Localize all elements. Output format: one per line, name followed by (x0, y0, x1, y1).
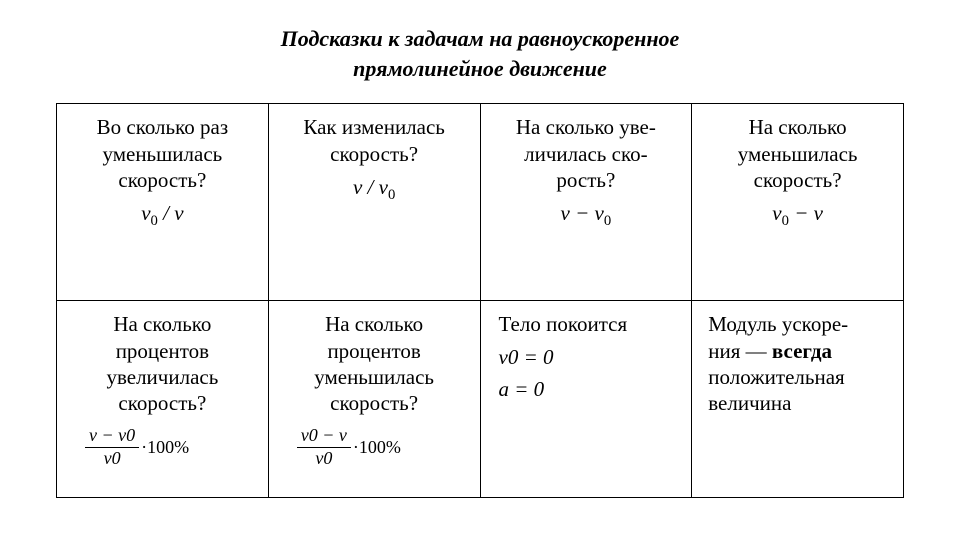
cell-text: Во сколько раз уменьшилась скорость? (67, 114, 258, 193)
formula: v0 / v (67, 201, 258, 230)
text-line: скорость? (330, 391, 418, 415)
cell-r2c3: Тело покоится v0 = 0 a = 0 (480, 301, 692, 498)
fraction-numerator: v − v0 (85, 426, 139, 448)
text-line: ния — всегда (708, 339, 832, 363)
formula: v − v0 (491, 201, 682, 230)
cell-text: На сколько процентов уменьшилась скорост… (279, 311, 470, 416)
formula: v0 − v v0 ·100% (279, 426, 470, 469)
text-line: процентов (327, 339, 420, 363)
text-line: личилась ско- (524, 142, 647, 166)
text-line: Модуль ускоре- (708, 312, 848, 336)
text-line: рость? (556, 168, 615, 192)
table-row: Во сколько раз уменьшилась скорость? v0 … (57, 104, 904, 301)
fraction-numerator: v0 − v (297, 426, 351, 448)
cell-text: Модуль ускоре- ния — всегда положительна… (702, 311, 893, 416)
text-line: уменьшилась (314, 365, 434, 389)
text-line: увеличилась (106, 365, 218, 389)
text-line: процентов (116, 339, 209, 363)
cell-text: На сколько процентов увеличилась скорост… (67, 311, 258, 416)
cell-r2c4: Модуль ускоре- ния — всегда положительна… (692, 301, 904, 498)
page-title: Подсказки к задачам на равноускоренное п… (56, 24, 904, 83)
fraction: v − v0 v0 (85, 426, 139, 469)
cell-text: Тело покоится v0 = 0 a = 0 (491, 311, 682, 402)
text-line: На сколько (325, 312, 423, 336)
cell-r1c3: На сколько уве- личилась ско- рость? v −… (480, 104, 692, 301)
text-line: скорость? (118, 391, 206, 415)
formula: a = 0 (499, 376, 682, 402)
formula: v0 = 0 (499, 344, 682, 370)
text-line: скорость? (330, 142, 418, 166)
text-line: уменьшилась (102, 142, 222, 166)
cell-r1c2: Как изменилась скорость? v / v0 (268, 104, 480, 301)
formula: v0 − v (702, 201, 893, 230)
formula: v − v0 v0 ·100% (67, 426, 258, 469)
fraction-denominator: v0 (297, 448, 351, 469)
table-row: На сколько процентов увеличилась скорост… (57, 301, 904, 498)
text-line: Во сколько раз (97, 115, 229, 139)
title-line-2: прямолинейное движение (353, 56, 607, 81)
text-line: На сколько (113, 312, 211, 336)
text-line: скорость? (118, 168, 206, 192)
text-line: На сколько уве- (516, 115, 656, 139)
text-line: величина (708, 391, 791, 415)
cell-r2c2: На сколько процентов уменьшилась скорост… (268, 301, 480, 498)
text-line: уменьшилась (738, 142, 858, 166)
page: Подсказки к задачам на равноускоренное п… (0, 0, 960, 498)
formula: v / v0 (279, 175, 470, 204)
formula-tail: ·100% (141, 437, 189, 457)
formula-tail: ·100% (353, 437, 401, 457)
cell-text: На сколько уве- личилась ско- рость? (491, 114, 682, 193)
cell-text: Как изменилась скорость? (279, 114, 470, 167)
fraction-denominator: v0 (85, 448, 139, 469)
text-line: положительная (708, 365, 844, 389)
text-line: Как изменилась (303, 115, 445, 139)
hints-table: Во сколько раз уменьшилась скорость? v0 … (56, 103, 904, 498)
text-line: На сколько (749, 115, 847, 139)
text-line: скорость? (754, 168, 842, 192)
cell-r1c1: Во сколько раз уменьшилась скорость? v0 … (57, 104, 269, 301)
cell-r2c1: На сколько процентов увеличилась скорост… (57, 301, 269, 498)
cell-r1c4: На сколько уменьшилась скорость? v0 − v (692, 104, 904, 301)
cell-text: На сколько уменьшилась скорость? (702, 114, 893, 193)
title-line-1: Подсказки к задачам на равноускоренное (281, 26, 680, 51)
text-line: Тело покоится (499, 312, 628, 336)
fraction: v0 − v v0 (297, 426, 351, 469)
